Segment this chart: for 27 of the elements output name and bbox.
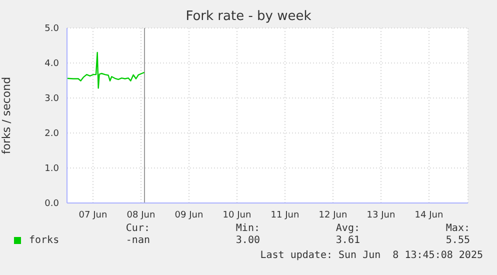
text: 3.00: [236, 235, 260, 246]
line-series: [67, 52, 145, 89]
y-tick-label: 0.0: [44, 199, 60, 210]
chart-title: Fork rate - by week: [184, 9, 312, 24]
text: 3.61: [336, 235, 360, 246]
text: Avg:: [336, 223, 360, 234]
text: Max:: [446, 223, 470, 234]
y-tick-label: 2.0: [44, 129, 60, 140]
text: Min:: [236, 223, 260, 234]
text: Cur:: [126, 223, 150, 234]
y-tick-label: 3.0: [44, 94, 60, 104]
text: 5.55: [446, 235, 470, 246]
text: Last update: Sun Jun 8 13:45:08 2025: [260, 250, 483, 261]
x-tick-label: 10 Jun: [222, 210, 252, 220]
y-tick-label: 1.0: [44, 164, 60, 174]
y-tick-label: 5.0: [44, 24, 60, 34]
x-tick-label: 07 Jun: [78, 210, 108, 220]
x-tick-label: 12 Jun: [318, 210, 348, 220]
text: -nan: [126, 235, 150, 246]
legend-label: forks: [29, 235, 60, 246]
y-tick-label: 4.0: [44, 59, 60, 70]
x-tick-label: 13 Jun: [366, 210, 396, 220]
y-axis-title: forks / second: [0, 76, 13, 154]
x-tick-label: 08 Jun: [126, 210, 156, 220]
x-tick-label: 09 Jun: [174, 210, 204, 220]
x-tick-label: 11 Jun: [270, 210, 300, 220]
x-tick-label: 14 Jun: [414, 210, 444, 220]
